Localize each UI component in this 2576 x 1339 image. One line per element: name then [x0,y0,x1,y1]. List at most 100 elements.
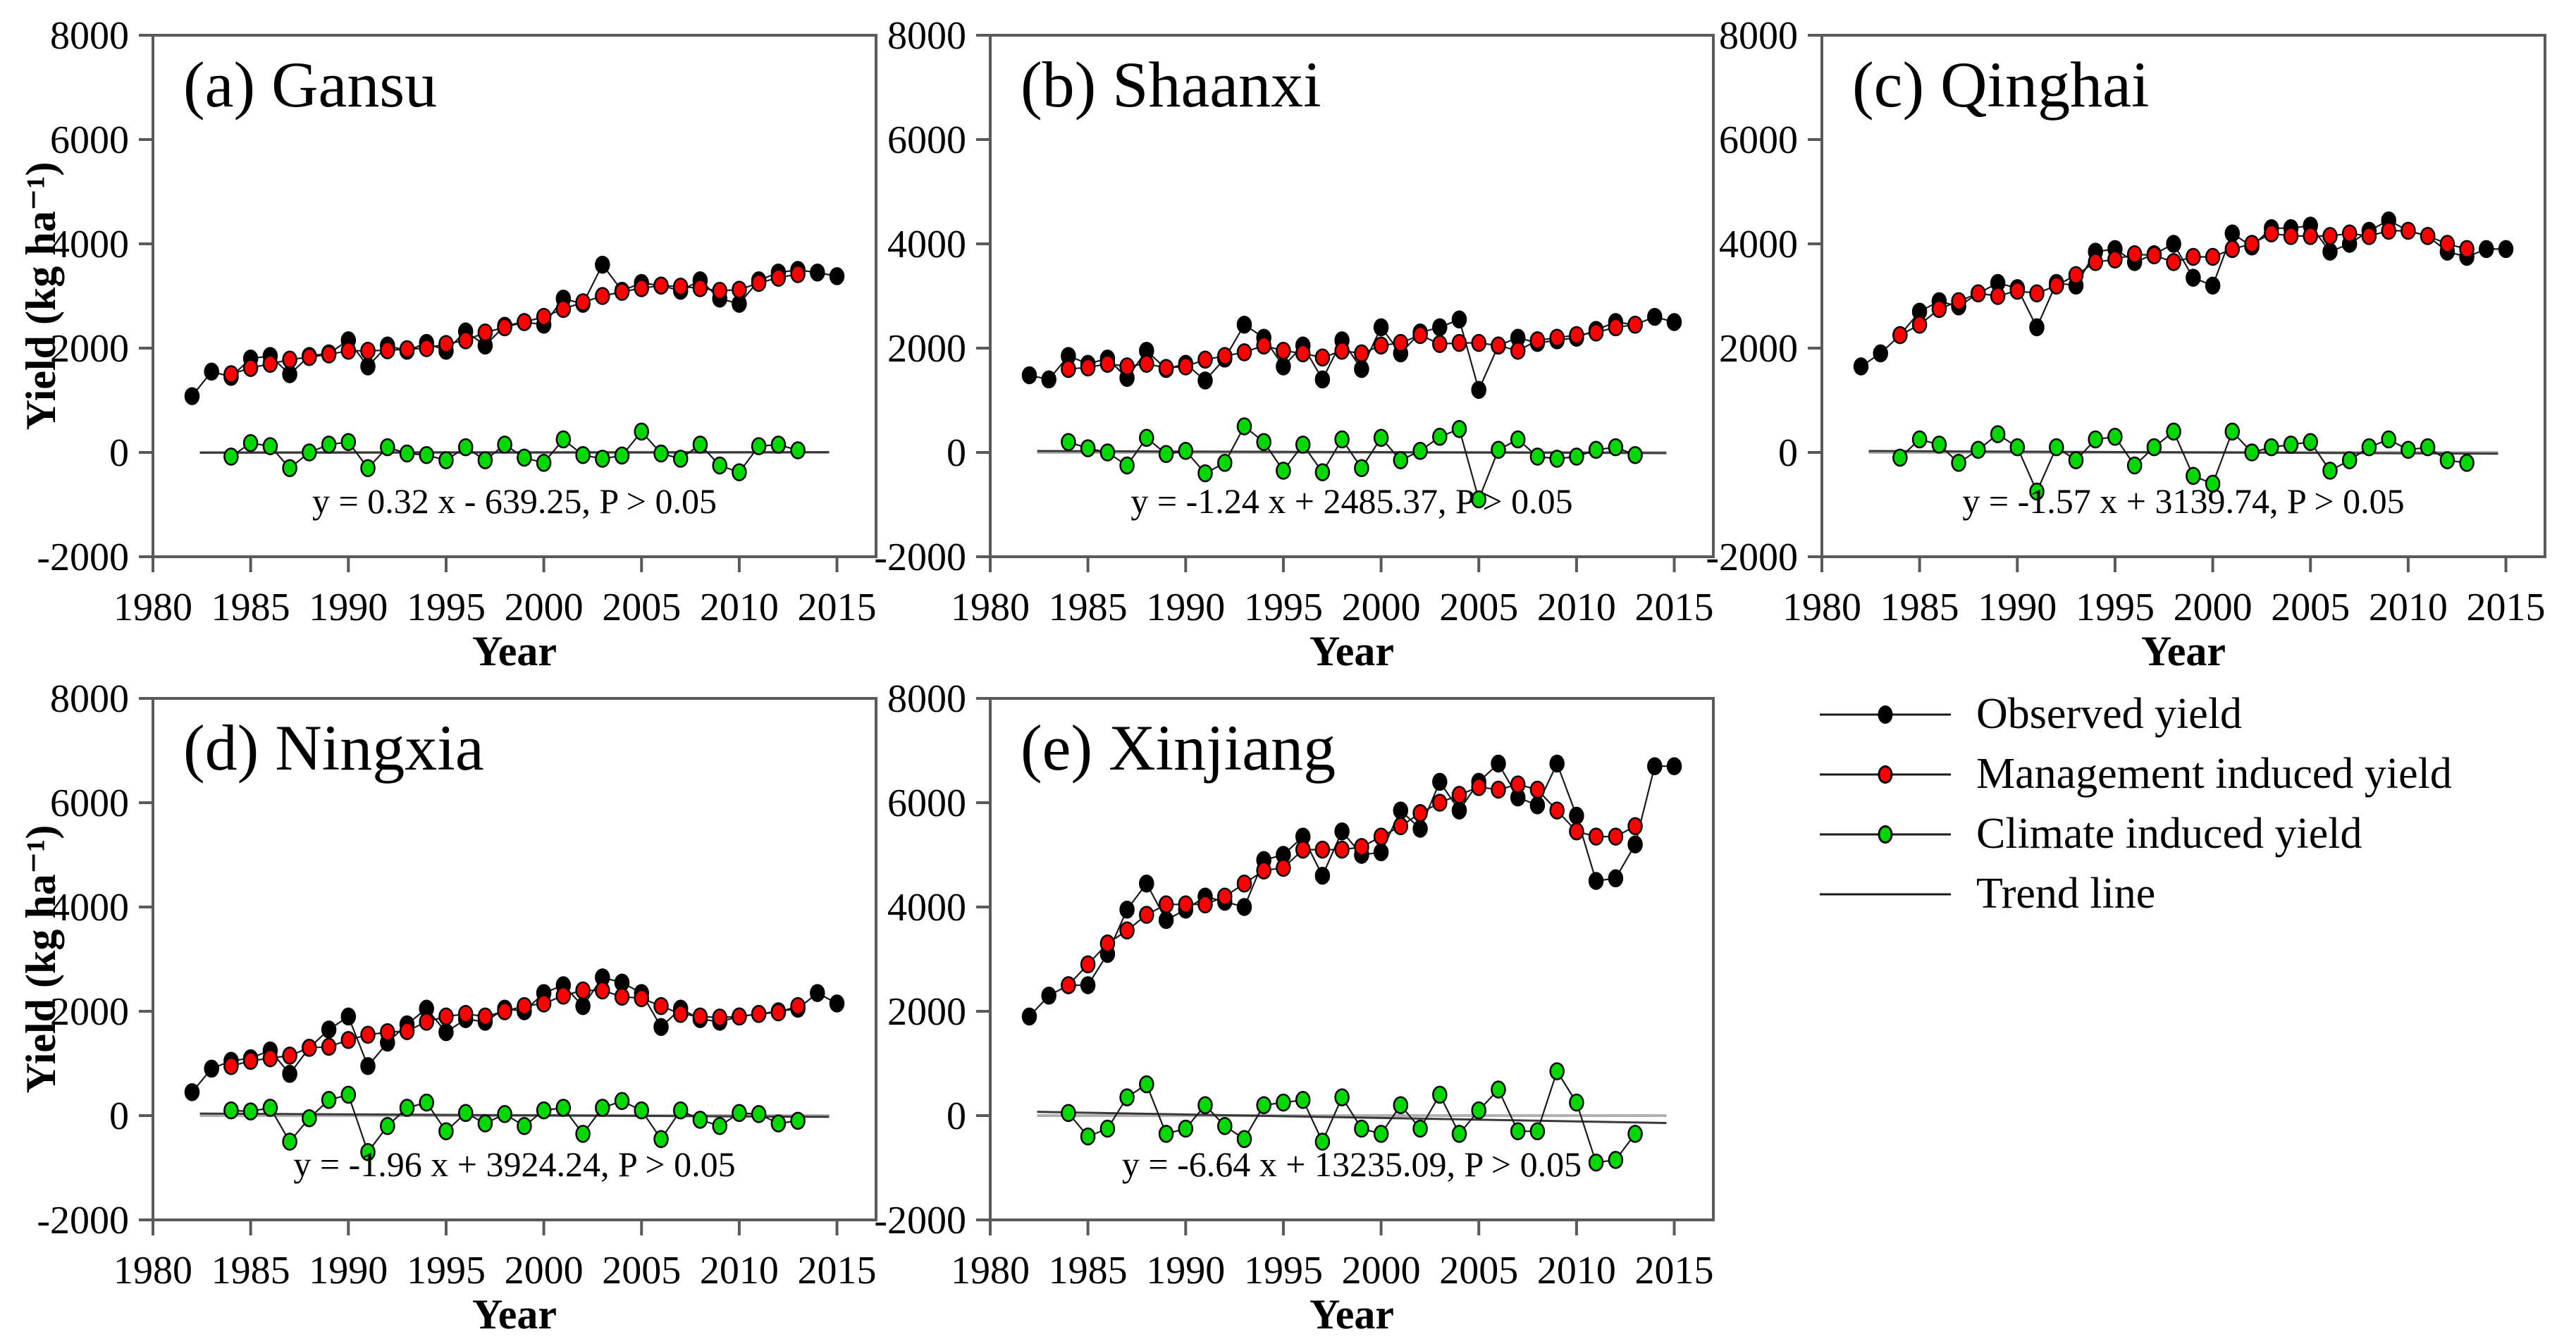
data-point [321,345,337,364]
legend-label: Management induced yield [1976,750,2452,798]
data-point [2049,438,2064,457]
data-point [1627,835,1643,853]
data-point [1569,448,1584,466]
y-tick-label: 8000 [1719,14,1798,58]
data-point [1295,436,1311,454]
data-point [360,459,376,477]
data-point [1139,874,1154,893]
x-tick-label: 2000 [1342,586,1421,629]
data-point [672,1101,689,1120]
plot-area-shaanxi: -2000 0 2000 4000 6000 8000 1980 1985 1990 1995 20… [874,14,1715,629]
plot-box [1820,34,2546,558]
observed-series [1021,307,1682,399]
data-point [1119,357,1135,376]
data-point [1892,448,1908,467]
data-point [1951,454,1966,472]
data-point [1451,786,1467,804]
data-point [1412,804,1428,822]
x-tick-label: 1990 [1146,586,1225,629]
data-point [1080,1127,1096,1146]
data-point [595,255,610,274]
data-point [1892,326,1908,345]
y-tick-label: 0 [947,1094,966,1138]
x-tick-label: 2000 [2174,586,2253,629]
x-axis-label: Year [472,628,557,674]
data-point [1217,887,1233,906]
y-tick-label: 0 [109,431,129,475]
data-point [1608,318,1624,337]
data-point [1491,780,1506,799]
data-point [223,448,239,466]
data-point [1178,1119,1194,1138]
data-point [262,437,278,455]
x-tick-label: 1995 [2076,586,2155,629]
data-point [1158,359,1174,377]
data-point [1549,801,1565,820]
data-point [1588,323,1604,342]
data-point [380,341,395,359]
x-tick-label: 1985 [1049,586,1128,629]
y-axis-label: Yield (kg ha⁻¹) [18,825,64,1094]
data-point [1217,1117,1233,1135]
data-point [1276,1093,1291,1112]
data-point [2303,227,2318,245]
data-point [575,445,591,464]
data-point [1911,430,1928,449]
data-point [1158,911,1174,930]
data-point [1412,1119,1428,1138]
data-point [2205,474,2221,493]
data-point [497,318,512,337]
series-line [1899,230,2467,336]
data-point [790,441,806,459]
data-point [1236,417,1252,436]
data-point [2439,235,2455,253]
data-point [1412,326,1428,345]
climate-series [223,1085,806,1161]
data-point [1197,350,1213,369]
data-point [614,283,630,301]
data-point [438,1122,454,1140]
data-point [1569,326,1584,345]
data-point [1990,425,2006,443]
data-point [1373,827,1389,846]
data-point [1061,976,1076,994]
data-point [1373,318,1389,337]
x-tick-label: 1995 [1244,1249,1323,1292]
data-point [1256,861,1271,880]
management-dot-icon [1878,765,1893,784]
data-point [282,1133,297,1151]
data-point [340,341,357,360]
data-point [1911,315,1928,334]
data-point [712,456,727,475]
data-point [2029,318,2045,337]
data-point [1314,840,1331,859]
data-point [1021,366,1037,385]
data-point [1549,328,1565,347]
data-point [2341,451,2358,469]
y-tick-label: 4000 [50,886,129,930]
data-point [575,1125,591,1143]
y-tick-label: 2000 [887,327,966,371]
legend: Observed yield Management induced yield … [1706,663,2576,1326]
legend-item-management: Management induced yield [1706,744,2576,804]
x-tick-label: 2015 [798,1249,877,1292]
y-tick-label: 6000 [1719,118,1798,162]
data-point [399,444,415,463]
y-tick-label: 2000 [50,327,129,371]
data-point [2498,240,2514,259]
x-tick-label: 1990 [309,1249,388,1292]
data-point [1197,1096,1213,1114]
x-tick-label: 1995 [1244,586,1323,629]
data-point [242,1051,259,1070]
y-tick-label: 0 [109,1094,129,1138]
data-point [262,1049,278,1068]
panel-c-qinghai: -2000 0 2000 4000 6000 8000 1980 1985 1990 1995 20… [1669,0,2557,674]
data-point [2126,245,2143,264]
y-axis-label: Yield (kg ha⁻¹) [18,161,64,431]
panel-title-qinghai: (c) Qinghai [1852,49,2150,121]
legend-label: Trend line [1976,870,2156,918]
data-point [1971,440,1986,459]
data-point [517,313,532,331]
data-point [477,451,493,469]
data-point [1873,344,1888,363]
